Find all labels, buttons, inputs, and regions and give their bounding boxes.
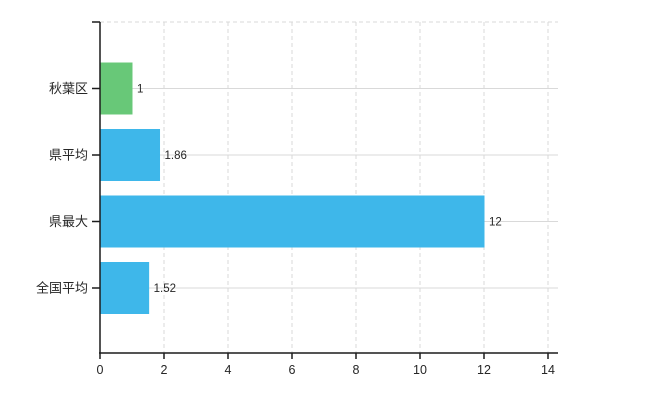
y-axis-category-label: 全国平均 xyxy=(36,281,88,296)
x-axis-tick-label: 12 xyxy=(477,363,491,377)
y-axis-category-label: 県最大 xyxy=(49,214,88,229)
x-axis-tick-label: 10 xyxy=(413,363,427,377)
x-axis-tick-label: 14 xyxy=(541,363,555,377)
x-axis-tick-label: 8 xyxy=(353,363,360,377)
x-axis-tick-label: 4 xyxy=(225,363,232,377)
bar-県最大 xyxy=(100,195,485,248)
x-axis-tick-label: 6 xyxy=(289,363,296,377)
bar-全国平均 xyxy=(100,262,150,314)
x-axis-tick-label: 0 xyxy=(97,363,104,377)
bar-value-label: 1.86 xyxy=(165,150,187,162)
bar-value-label: 1 xyxy=(137,84,143,96)
bar-秋葉区 xyxy=(100,62,133,115)
y-axis-category-label: 県平均 xyxy=(49,148,88,163)
bar-value-label: 12 xyxy=(489,217,502,229)
bar-県平均 xyxy=(100,129,161,181)
bar-value-label: 1.52 xyxy=(154,283,176,295)
x-axis-tick-label: 2 xyxy=(161,363,168,377)
y-axis-category-label: 秋葉区 xyxy=(49,81,88,96)
